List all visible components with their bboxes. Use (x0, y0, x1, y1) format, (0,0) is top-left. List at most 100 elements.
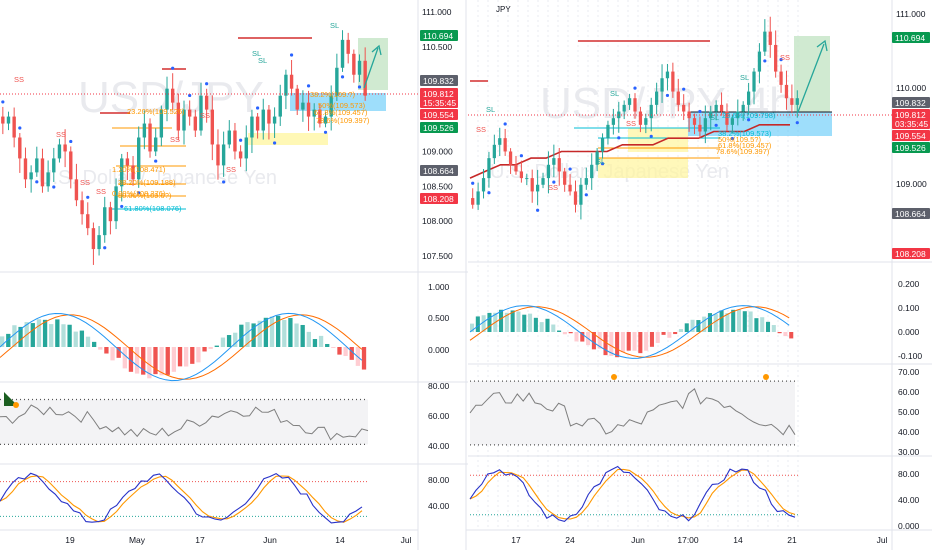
left-rsi-line (0, 404, 369, 441)
left-signal-dot (171, 66, 175, 70)
right-signal-dot (617, 136, 621, 140)
right-price-tag-bg (892, 130, 930, 141)
left-macd-histogram-bar (214, 345, 219, 347)
right-macd-histogram-bar (777, 332, 782, 334)
left-candle (52, 158, 56, 173)
left_chart.price_ticks-tick-label: 111.000 (422, 7, 452, 17)
left-macd-histogram-bar (61, 324, 66, 347)
right-candle (492, 144, 496, 159)
left-fib-label: 61.8%(109.457) (314, 108, 368, 117)
left-price-tag-label: 108.208 (423, 194, 454, 204)
left-macd-histogram-bar (190, 347, 195, 364)
left-macd-tick: 0.000 (428, 345, 450, 355)
left-fib-label: 38.20%(109.188) (118, 178, 176, 187)
left-signal-marker: SS (170, 135, 180, 144)
left-candle (295, 88, 299, 110)
right-signal-marker: SL (610, 89, 619, 98)
right-macd-histogram-bar (551, 324, 556, 332)
left-candle (289, 74, 294, 89)
right-rsi-line (469, 387, 796, 436)
left-price-tag-label: 110.694 (423, 31, 453, 41)
right-signal-dot (714, 123, 718, 127)
left-signal-dot (52, 185, 56, 189)
left-time-tick: Jul (401, 535, 412, 545)
left-candle (170, 88, 175, 103)
left-stoch-d-line (0, 475, 363, 523)
left-macd-histogram-bar (30, 323, 35, 347)
left-rsi-alert-dot (13, 402, 19, 408)
left-candle (352, 53, 356, 75)
right-signal-dot (665, 93, 670, 98)
left-price-tag-bg (420, 88, 458, 99)
left-stoch-k-line (0, 472, 363, 524)
left-candle (187, 109, 192, 117)
right-candle (487, 158, 491, 179)
right-stoch-d-line (469, 468, 796, 520)
right-candle (508, 151, 513, 165)
right-price-tag-label: 108.208 (895, 249, 926, 259)
left-candle (301, 102, 305, 110)
right-fib-label: 61.8%(109.457) (718, 141, 772, 150)
right-price-tag-bg (892, 109, 930, 120)
right-signal-dot (584, 193, 588, 197)
right-stoch-tick: 40.00 (898, 495, 920, 505)
left-candle (204, 95, 209, 110)
right-macd-histogram-bar (702, 316, 707, 332)
left-fib-label: 61.80%(108.076) (124, 204, 182, 213)
left-macd-histogram-bar (269, 316, 275, 347)
left-price-tag-bg (420, 165, 458, 176)
left_chart.price_ticks-tick-label: 109.000 (422, 146, 453, 156)
left-candle (120, 158, 124, 187)
right-candle (519, 171, 524, 179)
left-macd-histogram-bar (245, 322, 250, 347)
left-candle (318, 109, 322, 124)
left-price-tag: 108.664 (420, 165, 458, 176)
left-candle (46, 172, 50, 187)
right-price-tick: 109.000 (896, 179, 927, 189)
left-candle (97, 235, 101, 250)
right-macd-tick: 0.200 (898, 279, 920, 289)
right-candle (746, 91, 751, 105)
left-macd-histogram-bar (196, 347, 201, 363)
left-macd-histogram-bar (251, 323, 256, 347)
left_chart.price_ticks-tick-label: 108.500 (422, 181, 453, 191)
left-candle (216, 144, 220, 166)
right-candle (611, 118, 615, 125)
left-macd-histogram-bar (98, 347, 103, 350)
right-candle (595, 151, 599, 165)
right-time-tick: 21 (787, 535, 797, 545)
right-macd-histogram-bar (620, 332, 625, 353)
right-rsi-tick: 50.00 (898, 407, 920, 417)
left-candle (363, 60, 367, 96)
right-macd-histogram-bar (690, 319, 695, 332)
left-candle (74, 179, 79, 201)
left-macd-histogram-bar (85, 336, 91, 347)
left-signal-marker: SS (96, 187, 106, 196)
right-time-tick: 14 (733, 535, 743, 545)
left-price-tag-bg (420, 97, 458, 108)
right-time-tick: Jun (631, 535, 645, 545)
left-stoch-tick: 80.00 (428, 475, 450, 485)
right-target-arrow (797, 43, 825, 113)
left-price-tag: 108.208 (420, 193, 458, 204)
right-macd-histogram-bar (754, 318, 759, 332)
left-macd-histogram-bar (294, 323, 299, 347)
left-candle (227, 130, 231, 145)
left-candle (244, 137, 248, 159)
left-macd-histogram-bar (92, 341, 97, 347)
pane-left-stoch (0, 464, 418, 530)
right-macd-histogram-bar (748, 311, 753, 332)
left-macd-histogram-bar (134, 347, 140, 374)
right-stoch-tick: 0.000 (898, 521, 920, 531)
left-candle (267, 109, 271, 124)
right-macd-histogram-bar (510, 310, 515, 332)
left-macd-histogram-bar (0, 336, 5, 347)
right-candle (752, 71, 756, 92)
right-signal-dot (536, 208, 540, 212)
left-fib-label: 50.00%(109.0?) (118, 191, 172, 200)
left-yellow-zone (248, 133, 328, 145)
right-candle (703, 118, 707, 132)
right-candle (541, 178, 545, 185)
left-macd-histogram-bar (36, 319, 42, 347)
